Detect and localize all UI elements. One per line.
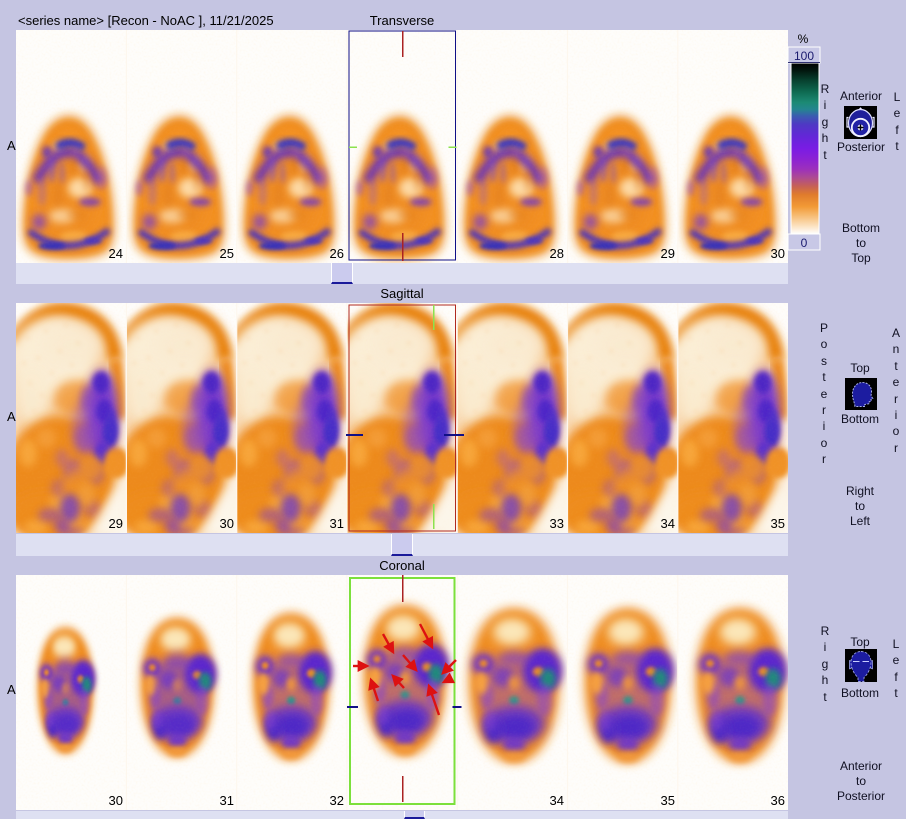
svg-text:32: 32 xyxy=(330,793,344,808)
svg-text:0: 0 xyxy=(801,236,808,250)
svg-text:31: 31 xyxy=(220,793,234,808)
svg-text:100: 100 xyxy=(794,49,814,63)
svg-text:30: 30 xyxy=(220,516,234,531)
svg-text:25: 25 xyxy=(220,246,234,261)
svg-text:34: 34 xyxy=(661,516,675,531)
svg-text:30: 30 xyxy=(771,246,785,261)
svg-text:29: 29 xyxy=(661,246,675,261)
svg-text:36: 36 xyxy=(771,793,785,808)
svg-text:%: % xyxy=(798,32,809,46)
svg-text:26: 26 xyxy=(330,246,344,261)
svg-text:30: 30 xyxy=(109,793,123,808)
svg-text:35: 35 xyxy=(661,793,675,808)
svg-text:24: 24 xyxy=(109,246,123,261)
svg-text:28: 28 xyxy=(550,246,564,261)
svg-text:35: 35 xyxy=(771,516,785,531)
svg-text:34: 34 xyxy=(550,793,564,808)
svg-text:33: 33 xyxy=(550,516,564,531)
svg-text:31: 31 xyxy=(330,516,344,531)
svg-text:29: 29 xyxy=(109,516,123,531)
